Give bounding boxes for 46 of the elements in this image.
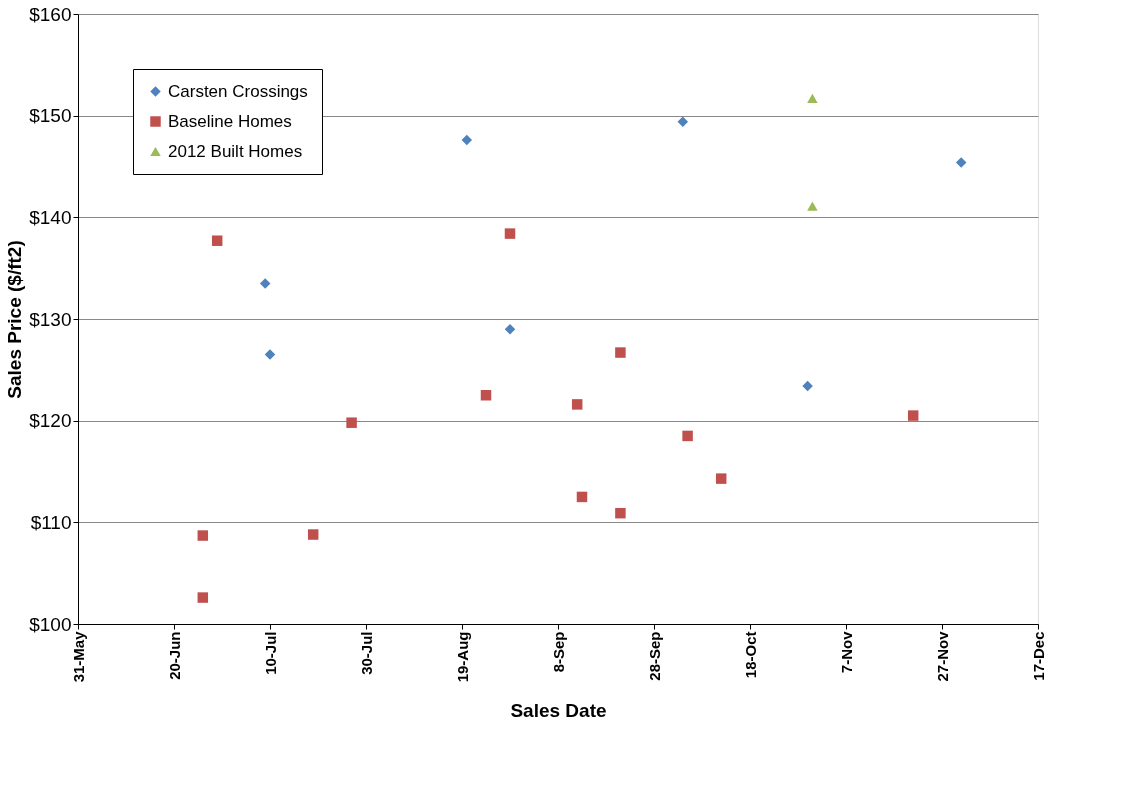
legend-label: Carsten Crossings <box>168 81 308 101</box>
point <box>571 399 583 410</box>
point <box>615 347 626 358</box>
x-tick-label: 31-May <box>69 630 87 683</box>
y-axis-title: Sales Price ($/ft2) <box>4 240 26 399</box>
point <box>461 134 473 146</box>
point <box>615 507 626 519</box>
y-tick-label: $160 <box>29 3 72 25</box>
legend-label: Baseline Homes <box>168 111 292 131</box>
y-tick-label: $100 <box>29 613 72 635</box>
y-tick-label: $150 <box>29 105 72 127</box>
y-tick-label: $120 <box>29 410 72 432</box>
legend-label: 2012 Built Homes <box>168 141 303 161</box>
point <box>682 430 693 442</box>
x-tick-label: 8-Sep <box>549 631 567 673</box>
x-tick-label: 19-Aug <box>453 631 471 683</box>
y-tick-label: $110 <box>30 511 72 533</box>
point <box>807 201 818 211</box>
point <box>907 410 919 421</box>
point <box>480 390 492 401</box>
x-tick-label: 27-Nov <box>933 630 951 682</box>
point <box>264 349 276 360</box>
point <box>504 228 516 239</box>
x-tick-label: 28-Sep <box>645 631 663 681</box>
point <box>715 473 727 484</box>
point <box>677 116 689 128</box>
y-tick-label: $140 <box>29 206 72 228</box>
point <box>504 323 516 335</box>
point <box>259 278 271 289</box>
x-tick-label: 18-Oct <box>741 631 759 679</box>
x-tick-label: 20-Jun <box>165 631 183 680</box>
x-tick-label: 17-Dec <box>1029 631 1047 681</box>
point <box>807 93 818 103</box>
point <box>197 530 209 541</box>
x-axis-title: Sales Date <box>510 700 607 722</box>
point <box>307 529 319 540</box>
x-tick-label: 7-Nov <box>837 630 855 674</box>
y-tick-label: $130 <box>29 308 72 330</box>
point <box>802 380 813 392</box>
x-tick-label: 10-Jul <box>261 631 279 675</box>
point <box>197 592 209 603</box>
point <box>576 491 588 503</box>
x-tick-label: 30-Jul <box>357 631 375 675</box>
point <box>955 157 967 168</box>
point <box>346 417 357 428</box>
point <box>211 235 223 246</box>
